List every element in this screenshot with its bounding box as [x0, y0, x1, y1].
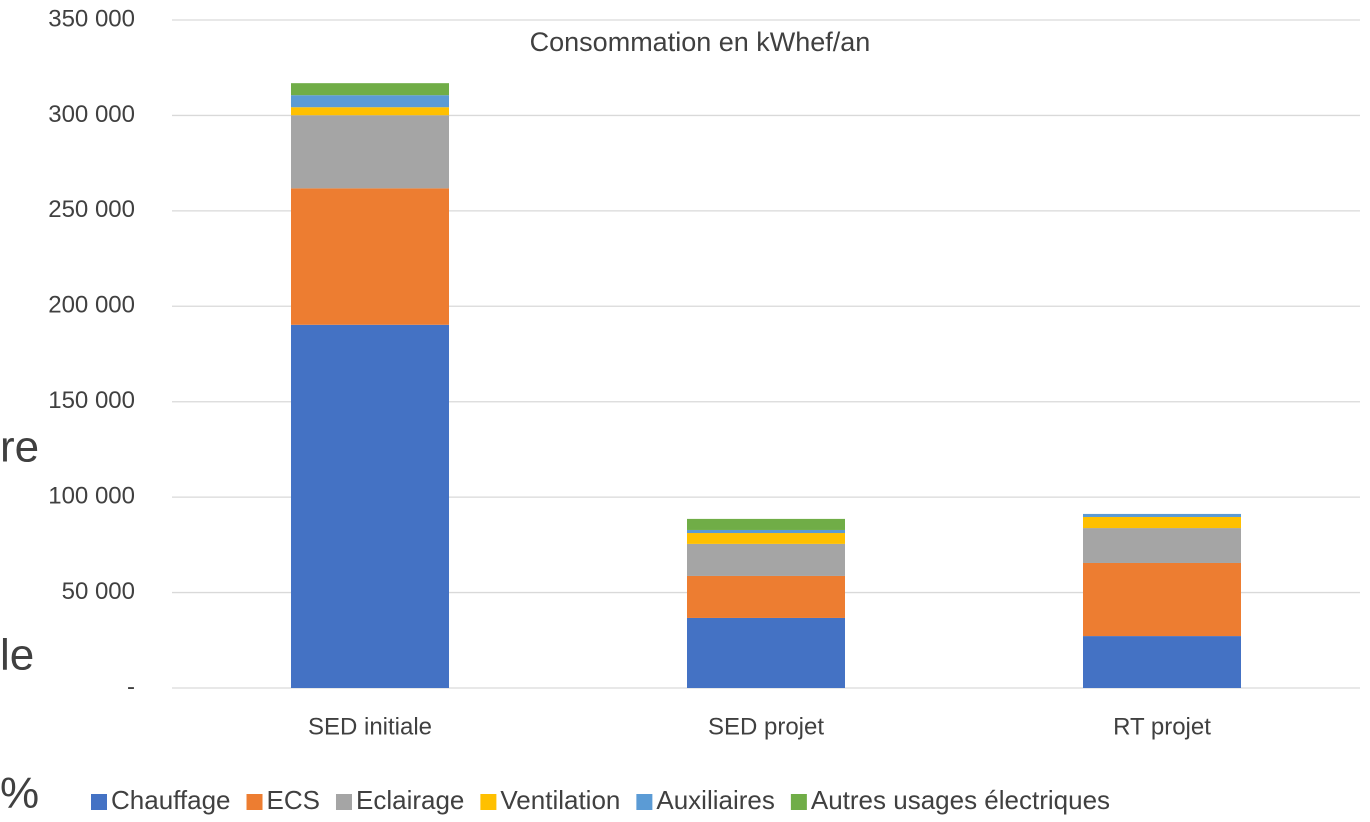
- background-fragment: re: [0, 423, 39, 472]
- bar-segment: [687, 617, 845, 688]
- bar-segment: [291, 107, 449, 116]
- bar-segment: [1083, 528, 1241, 563]
- legend-label: Eclairage: [356, 785, 464, 815]
- background-fragment: %: [0, 769, 39, 818]
- legend-swatch: [91, 794, 107, 810]
- y-tick-label: 350 000: [48, 5, 135, 32]
- legend-label: Ventilation: [500, 785, 620, 815]
- legend-label: Chauffage: [111, 785, 231, 815]
- legend-swatch: [790, 794, 807, 810]
- bar-segment: [1083, 516, 1241, 529]
- bar-segment: [1083, 562, 1241, 637]
- y-tick-label: -: [127, 673, 135, 700]
- y-tick-label: 300 000: [48, 101, 135, 128]
- legend-label: ECS: [267, 785, 320, 815]
- y-tick-label: 100 000: [48, 482, 135, 509]
- legend-swatch: [335, 794, 352, 810]
- bar-segment: [687, 518, 845, 530]
- legend-swatch: [480, 794, 497, 810]
- bar-segment: [291, 83, 449, 96]
- bar-segment: [687, 529, 845, 534]
- bar-segment: [687, 543, 845, 576]
- legend-swatch: [636, 794, 653, 810]
- background-fragment: le: [0, 631, 34, 680]
- y-tick-label: 50 000: [62, 578, 135, 605]
- bar-segment: [291, 115, 449, 189]
- y-tick-label: 250 000: [48, 196, 135, 223]
- x-tick-label: SED projet: [708, 713, 824, 740]
- bar-segment: [1083, 636, 1241, 688]
- bar-segment: [687, 533, 845, 544]
- x-tick-label: SED initiale: [308, 713, 432, 740]
- y-tick-label: 150 000: [48, 387, 135, 414]
- legend-swatch: [246, 794, 263, 810]
- legend-label: Auxiliaires: [656, 785, 775, 815]
- x-tick-label: RT projet: [1113, 713, 1211, 740]
- bar-segment: [291, 188, 449, 325]
- legend-label: Autres usages électriques: [811, 785, 1110, 815]
- chart-title: Consommation en kWhef/an: [530, 27, 871, 57]
- y-tick-label: 200 000: [48, 292, 135, 319]
- bar-segment: [291, 95, 449, 108]
- bar-segment: [1083, 513, 1241, 517]
- bar-segment: [687, 575, 845, 618]
- bar-segment: [291, 324, 449, 688]
